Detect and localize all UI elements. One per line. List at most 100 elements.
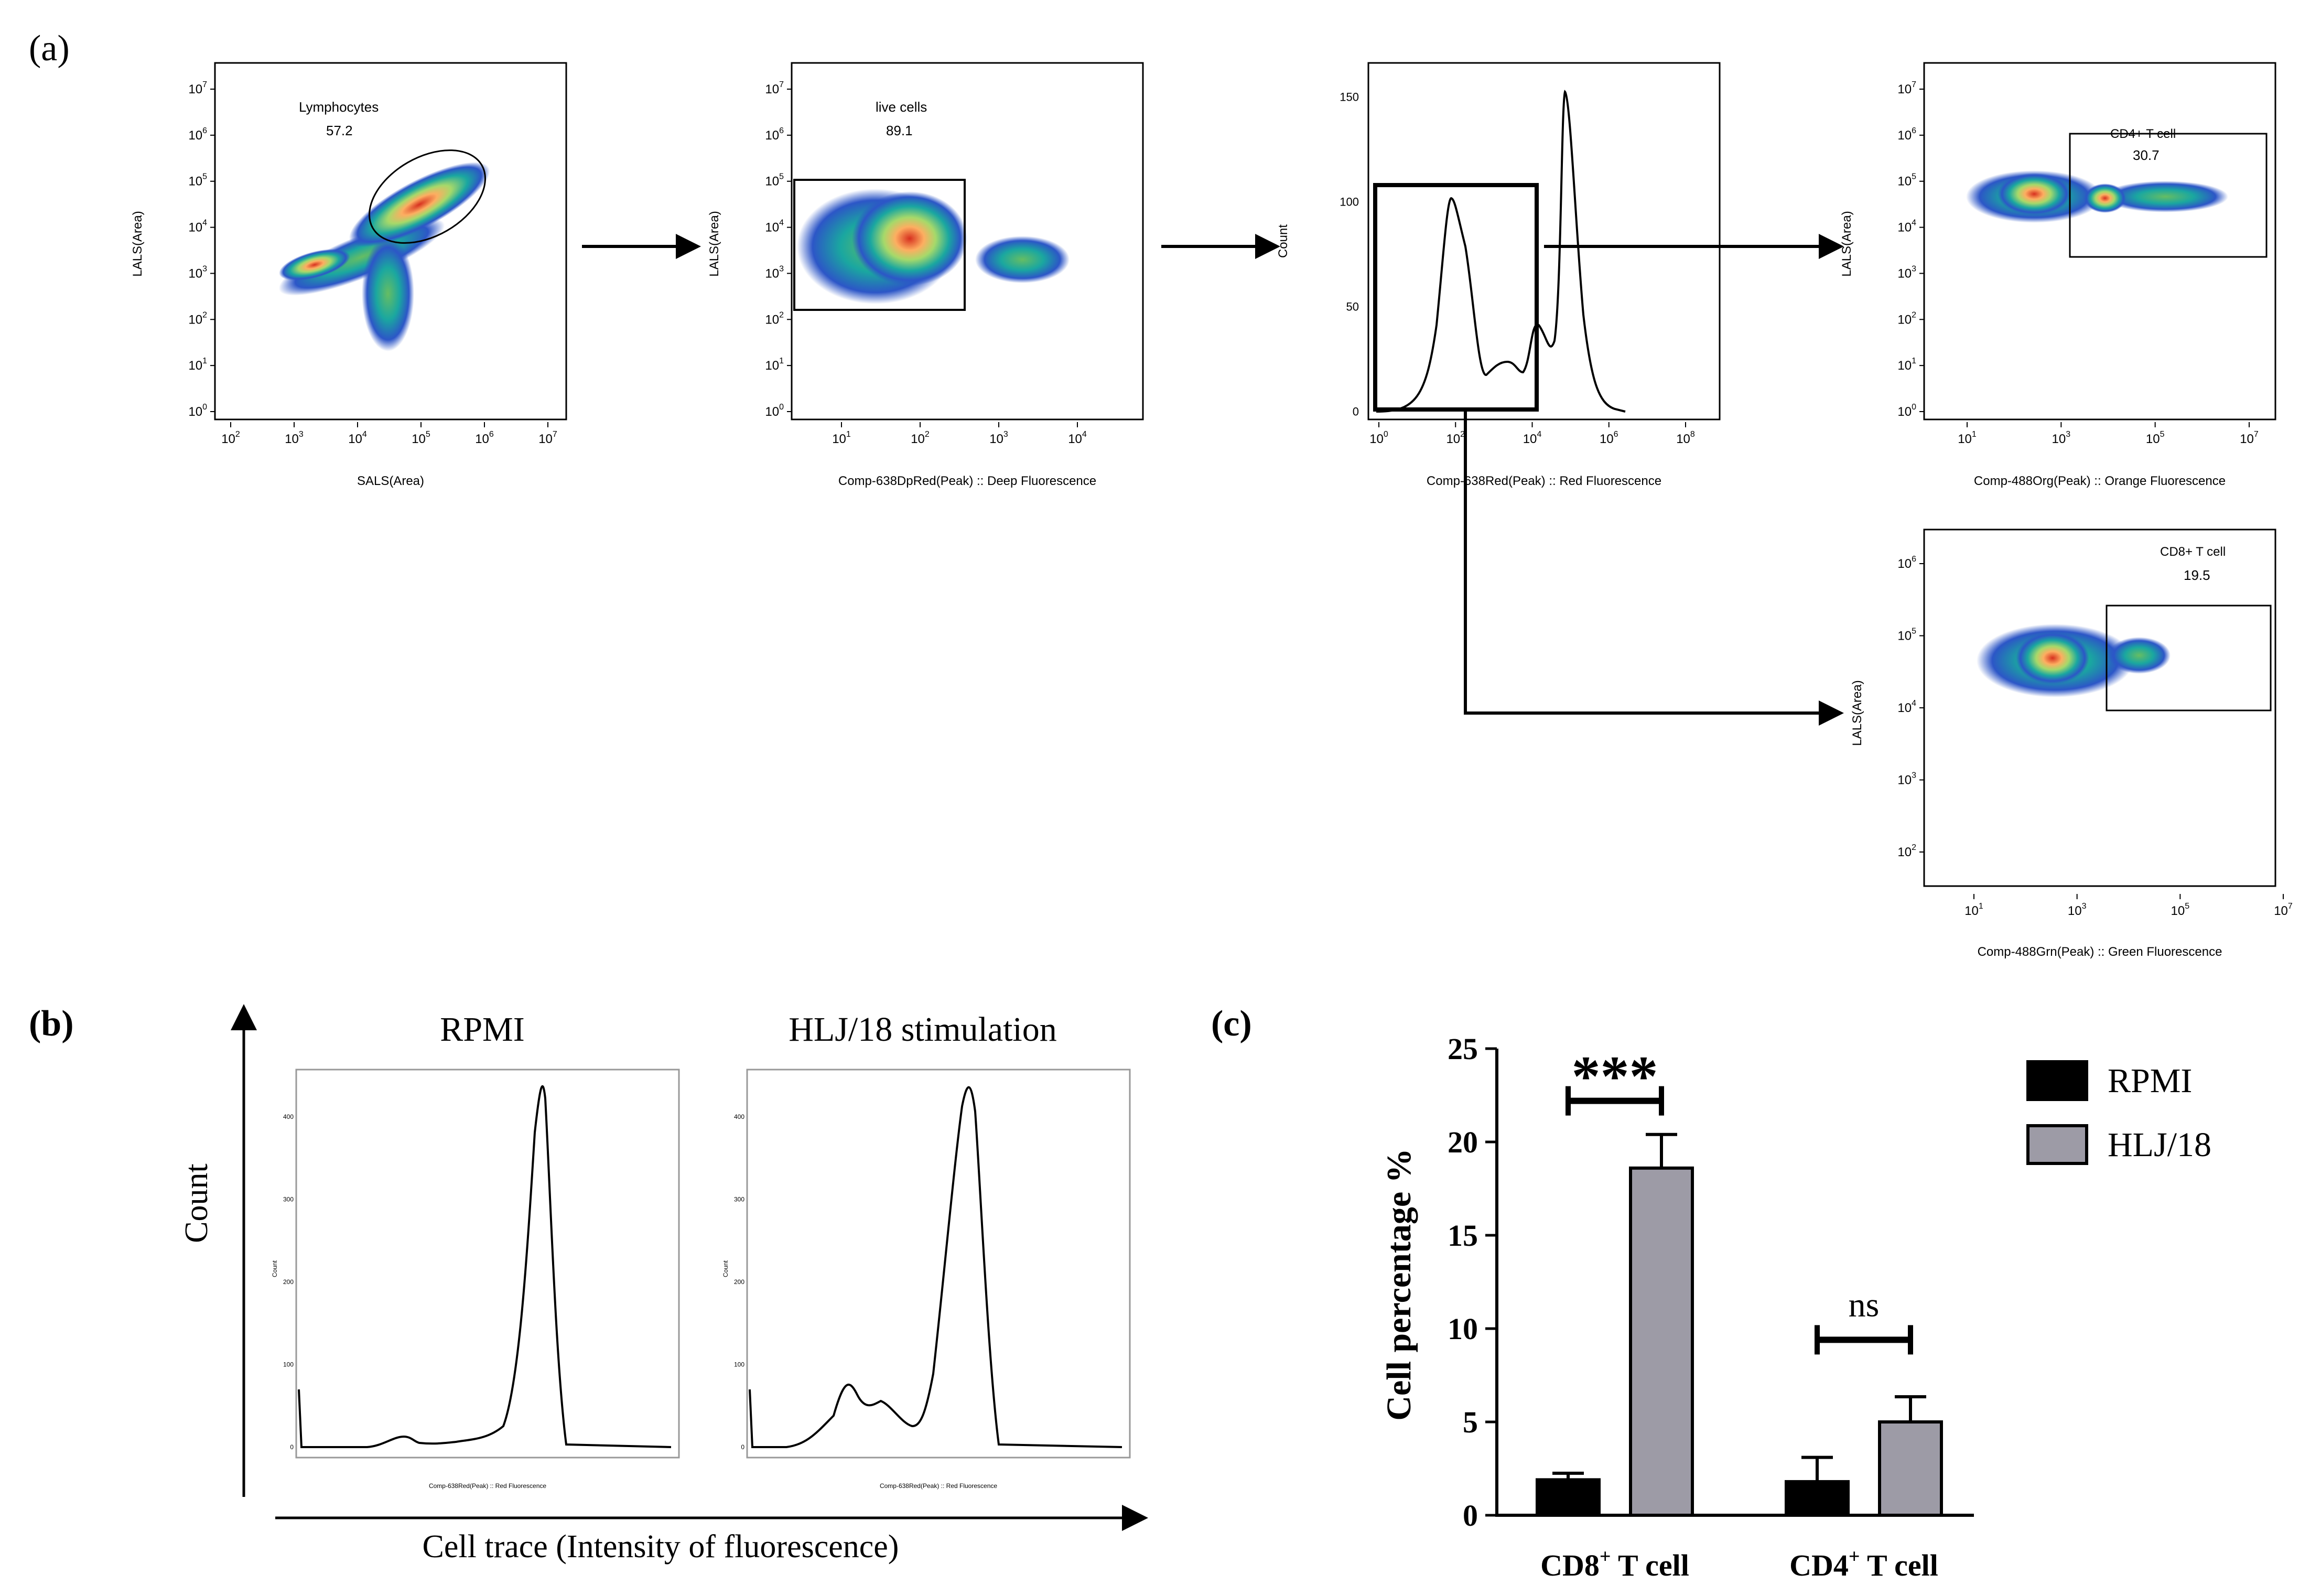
bar-rpmi xyxy=(1785,1480,1850,1517)
y-axis-label: Count xyxy=(179,1163,214,1243)
tick-label: 100 xyxy=(1369,430,1388,446)
gate-value: 57.2 xyxy=(326,123,353,138)
bar-rpmi xyxy=(1536,1478,1601,1517)
x-tick-label: CD4+ T cell xyxy=(1789,1546,1938,1582)
tick-label: 103 xyxy=(989,430,1008,446)
plot-frame xyxy=(791,62,1144,420)
tick-label: 103 xyxy=(1897,264,1916,281)
y-ticks: 107 106 105 104 103 102 101 100 xyxy=(765,80,791,419)
gate-cd4-t-cell xyxy=(2069,133,2268,258)
gate-cd8-t-cell xyxy=(2106,605,2272,711)
y-axis-label: LALS(Area) xyxy=(1850,680,1864,746)
tick-label: 104 xyxy=(1523,430,1542,446)
x-ticks: 101 103 105 107 xyxy=(1964,894,2293,918)
tick-label: 107 xyxy=(2274,902,2293,918)
tick-label: 105 xyxy=(188,172,207,189)
tick-label: 101 xyxy=(765,357,784,373)
tick-label: 104 xyxy=(1897,219,1916,235)
tick-label: 50 xyxy=(1346,300,1359,313)
y-ticks: 0 5 10 15 20 25 xyxy=(1448,1032,1497,1533)
tick-label: 100 xyxy=(1340,195,1359,208)
flow-plot-cd8: CD8+ T cell 19.5 LALS(Area) Comp-488Grn(… xyxy=(1850,529,2293,959)
bars xyxy=(1536,1133,1943,1517)
tick-label: 106 xyxy=(475,430,494,446)
tick-label: 400 xyxy=(283,1113,294,1120)
tick-label: 106 xyxy=(1897,126,1916,143)
tick-label: 106 xyxy=(1600,430,1618,446)
tick-label: 103 xyxy=(765,264,784,281)
inner-y-axis-label: Count xyxy=(722,1260,729,1277)
tick-label: 100 xyxy=(734,1361,744,1368)
y-axis-label: LALS(Area) xyxy=(707,211,721,276)
y-axis-label: LALS(Area) xyxy=(131,211,145,276)
tick-label: 107 xyxy=(538,430,557,446)
panel-label-a: (a) xyxy=(29,28,70,69)
tick-label: 150 xyxy=(1340,90,1359,103)
tick-label: 102 xyxy=(1446,430,1465,446)
tick-label: 100 xyxy=(1897,403,1916,419)
tick-label: 107 xyxy=(2240,430,2259,446)
histogram-hlj18: Comp-638Red(Peak) :: Red Fluorescence Co… xyxy=(722,1069,1131,1490)
flow-plot-lymphocytes: Lymphocytes 57.2 LALS(Area) SALS(Area) 1… xyxy=(131,62,567,488)
x-tick-label: CD8+ T cell xyxy=(1540,1546,1689,1582)
y-axis-label: Count xyxy=(1276,224,1290,258)
tick-label: 107 xyxy=(1897,80,1916,96)
tick-label: 300 xyxy=(283,1196,294,1203)
tick-label: 101 xyxy=(1897,357,1916,373)
tick-label: 104 xyxy=(188,219,207,235)
gate-low-fluorescence xyxy=(1373,183,1539,412)
gate-value: 30.7 xyxy=(2133,147,2160,163)
gate-value: 89.1 xyxy=(886,123,913,138)
x-axis-label: Comp-488Grn(Peak) :: Green Fluorescence xyxy=(1978,945,2222,959)
tick-label: 102 xyxy=(1897,310,1916,327)
x-ticks: 102 103 104 105 106 107 xyxy=(221,422,557,446)
scatter-density xyxy=(278,162,490,351)
y-axis-label: Cell percentage % xyxy=(1380,1148,1418,1420)
y-tick-label: 10 xyxy=(1448,1312,1478,1346)
histogram-curve xyxy=(298,1085,672,1448)
tick-label: 103 xyxy=(2068,902,2087,918)
panel-b: Count Cell trace (Intensity of fluoresce… xyxy=(179,1004,1148,1565)
tick-label: 101 xyxy=(832,430,851,446)
x-axis-label: Comp-488Org(Peak) :: Orange Fluorescence xyxy=(1974,474,2226,488)
gate-name: CD4+ T cell xyxy=(2110,127,2176,141)
tick-label: 0 xyxy=(741,1443,744,1451)
y-ticks: 150 100 50 0 xyxy=(1340,90,1359,418)
panel-label-c: (c) xyxy=(1211,1004,1252,1044)
gate-name: CD8+ T cell xyxy=(2160,545,2226,559)
tick-label: 102 xyxy=(221,430,240,446)
y-axis-label: LALS(Area) xyxy=(1840,211,1854,276)
tick-label: 100 xyxy=(283,1361,294,1368)
flow-arrow xyxy=(1464,412,1844,726)
flow-plot-histogram: Count Comp-638Red(Peak) :: Red Fluoresce… xyxy=(1276,62,1721,488)
tick-label: 105 xyxy=(2171,902,2190,918)
tick-label: 105 xyxy=(1897,172,1916,189)
y-tick-label: 25 xyxy=(1448,1032,1478,1066)
legend-swatch xyxy=(2026,1124,2088,1165)
scatter-density xyxy=(1966,170,2228,223)
tick-label: 106 xyxy=(765,126,784,143)
significance-label: *** xyxy=(1572,1044,1658,1108)
tick-label: 103 xyxy=(188,264,207,281)
tick-label: 102 xyxy=(911,430,930,446)
histogram-curve xyxy=(749,1086,1122,1448)
y-tick-label: 15 xyxy=(1448,1218,1478,1253)
significance-markers: *** ns xyxy=(1566,1044,1913,1355)
tick-label: 107 xyxy=(188,80,207,96)
plot-frame xyxy=(1923,62,2276,420)
tick-label: 106 xyxy=(188,126,207,143)
tick-label: 103 xyxy=(285,430,304,446)
x-ticks: 101 102 103 104 xyxy=(832,422,1087,446)
inner-y-axis-label: Count xyxy=(271,1260,278,1277)
tick-label: 200 xyxy=(283,1278,294,1286)
inner-x-axis-label: Comp-638Red(Peak) :: Red Fluorescence xyxy=(880,1482,997,1490)
scatter-density xyxy=(797,189,1070,304)
gate-name: Lymphocytes xyxy=(299,99,379,115)
tick-label: 300 xyxy=(734,1196,744,1203)
tick-label: 101 xyxy=(1964,902,1983,918)
bar-chart: Cell percentage % 0 5 10 15 20 25 CD8+ T cell… xyxy=(1380,1032,2211,1582)
scatter-density xyxy=(1977,624,2171,697)
tick-label: 105 xyxy=(765,172,784,189)
gate-value: 19.5 xyxy=(2184,567,2210,583)
